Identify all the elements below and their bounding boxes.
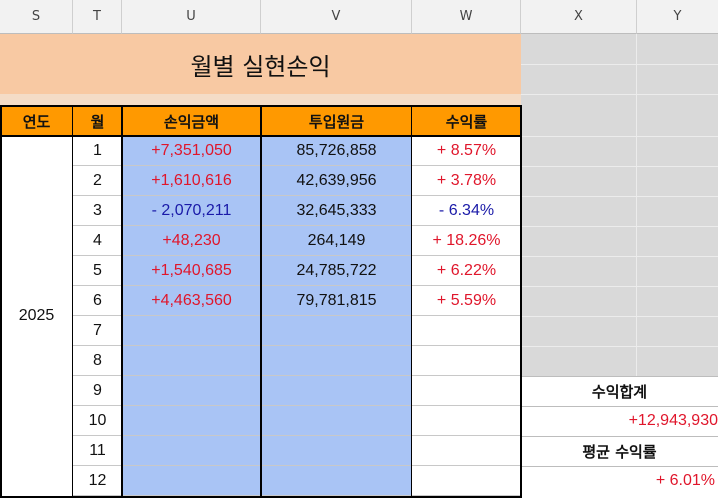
profit-cell[interactable]: +48,230 [122, 226, 261, 256]
sheet-title: 월별 실현손익 [0, 34, 521, 94]
gray-panel-hline [521, 136, 718, 137]
return-rate-cell[interactable]: + 6.22% [412, 256, 521, 286]
header-return-rate: 수익률 [412, 106, 521, 136]
header-profit: 손익금액 [122, 106, 261, 136]
investment-cell[interactable]: 85,726,858 [261, 136, 412, 166]
gray-panel-hline [521, 286, 718, 287]
return-rate-cell[interactable]: + 8.57% [412, 136, 521, 166]
month-cell[interactable]: 5 [73, 256, 122, 286]
table-border-profit [260, 105, 262, 498]
table-border-year [72, 105, 73, 498]
return-rate-cell[interactable] [412, 376, 521, 406]
return-rate-cell[interactable] [412, 406, 521, 436]
column-header-s[interactable]: S [0, 0, 73, 34]
investment-cell[interactable]: 79,781,815 [261, 286, 412, 316]
total-profit-value[interactable]: +12,943,930 [521, 406, 718, 436]
gray-panel [521, 34, 718, 376]
return-rate-cell[interactable] [412, 466, 521, 496]
month-cell[interactable]: 9 [73, 376, 122, 406]
return-rate-cell[interactable]: + 5.59% [412, 286, 521, 316]
profit-cell[interactable] [122, 436, 261, 466]
month-cell[interactable]: 10 [73, 406, 122, 436]
header-investment: 투입원금 [261, 106, 412, 136]
month-cell[interactable]: 2 [73, 166, 122, 196]
return-rate-cell[interactable] [412, 346, 521, 376]
investment-cell[interactable] [261, 376, 412, 406]
column-header-y[interactable]: Y [637, 0, 718, 34]
avg-return-label: 평균 수익률 [521, 436, 718, 466]
investment-cell[interactable]: 42,639,956 [261, 166, 412, 196]
column-header-t[interactable]: T [73, 0, 122, 34]
header-year: 연도 [0, 106, 73, 136]
profit-cell[interactable] [122, 316, 261, 346]
investment-cell[interactable]: 24,785,722 [261, 256, 412, 286]
total-profit-label: 수익합계 [521, 376, 718, 406]
month-cell[interactable]: 6 [73, 286, 122, 316]
profit-cell[interactable] [122, 376, 261, 406]
avg-return-value[interactable]: + 6.01% [521, 466, 718, 496]
return-rate-cell[interactable] [412, 436, 521, 466]
return-rate-cell[interactable]: - 6.34% [412, 196, 521, 226]
month-cell[interactable]: 7 [73, 316, 122, 346]
gray-panel-hline [521, 64, 718, 65]
profit-cell[interactable]: +4,463,560 [122, 286, 261, 316]
investment-cell[interactable] [261, 316, 412, 346]
investment-cell[interactable] [261, 436, 412, 466]
return-rate-cell[interactable] [412, 316, 521, 346]
gray-panel-hline [521, 226, 718, 227]
table-border-right [520, 105, 522, 498]
profit-cell[interactable]: +7,351,050 [122, 136, 261, 166]
profit-cell[interactable] [122, 466, 261, 496]
column-header-x[interactable]: X [521, 0, 637, 34]
profit-cell[interactable]: +1,540,685 [122, 256, 261, 286]
profit-cell[interactable]: - 2,070,211 [122, 196, 261, 226]
profit-cell[interactable] [122, 406, 261, 436]
investment-cell[interactable] [261, 346, 412, 376]
spacer-row [0, 94, 521, 106]
column-header-u[interactable]: U [122, 0, 261, 34]
profit-cell[interactable] [122, 346, 261, 376]
table-border-left [0, 105, 2, 498]
month-cell[interactable]: 12 [73, 466, 122, 496]
year-cell[interactable]: 2025 [0, 136, 73, 496]
month-cell[interactable]: 8 [73, 346, 122, 376]
gray-panel-hline [521, 94, 718, 95]
summary-border [521, 376, 718, 377]
summary-border [521, 436, 718, 437]
column-header-w[interactable]: W [412, 0, 521, 34]
investment-cell[interactable] [261, 466, 412, 496]
investment-cell[interactable]: 32,645,333 [261, 196, 412, 226]
return-rate-cell[interactable]: + 18.26% [412, 226, 521, 256]
month-cell[interactable]: 3 [73, 196, 122, 226]
gray-panel-hline [521, 346, 718, 347]
gray-panel-hline [521, 196, 718, 197]
table-border-month [121, 105, 123, 498]
summary-border [521, 406, 718, 407]
table-border-investment [411, 105, 412, 498]
gray-panel-hline [521, 316, 718, 317]
investment-cell[interactable]: 264,149 [261, 226, 412, 256]
column-header-v[interactable]: V [261, 0, 412, 34]
profit-cell[interactable]: +1,610,616 [122, 166, 261, 196]
gray-panel-hline [521, 166, 718, 167]
month-cell[interactable]: 1 [73, 136, 122, 166]
return-rate-cell[interactable]: + 3.78% [412, 166, 521, 196]
investment-cell[interactable] [261, 406, 412, 436]
month-cell[interactable]: 11 [73, 436, 122, 466]
header-month: 월 [73, 106, 122, 136]
summary-border [521, 466, 718, 467]
gray-panel-vline [636, 34, 637, 376]
gray-panel-hline [521, 256, 718, 257]
month-cell[interactable]: 4 [73, 226, 122, 256]
